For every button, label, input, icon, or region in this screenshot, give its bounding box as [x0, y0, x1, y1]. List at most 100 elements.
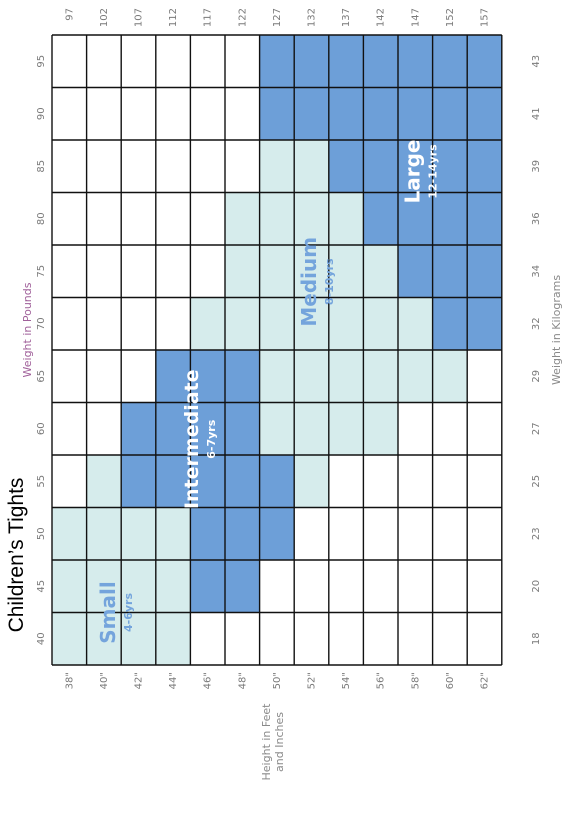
grid-cell: [432, 87, 468, 140]
pounds-tick-label: 65: [36, 370, 47, 383]
grid-cell: [328, 350, 364, 403]
grid-cell: [155, 612, 191, 665]
grid-cell: [398, 245, 433, 298]
grid-cell: [225, 297, 260, 350]
grid-cell: [328, 560, 364, 613]
grid-cell: [363, 350, 398, 403]
grid-cell: [225, 87, 260, 140]
grid-cell: [432, 245, 468, 298]
grid-cell: [225, 560, 260, 613]
grid-cell: [467, 245, 502, 298]
grid-cell: [86, 192, 122, 245]
kilograms-tick-label: 29: [531, 370, 542, 383]
grid-cell: [52, 402, 87, 455]
grid-cell: [294, 192, 329, 245]
grid-cell: [52, 612, 87, 665]
grid-cell: [52, 455, 87, 508]
height-inch-label: 54": [341, 672, 352, 689]
kilograms-tick-label: 23: [531, 527, 542, 540]
grid-cell: [363, 402, 398, 455]
grid-cell: [190, 612, 225, 665]
pounds-tick-label: 55: [36, 475, 47, 488]
grid-cell: [432, 402, 468, 455]
pounds-tick-label: 80: [36, 212, 47, 225]
grid-cell: [467, 560, 502, 613]
height-axis-title-line2: and Inches: [273, 712, 286, 772]
size-grid-lines: [51, 34, 503, 666]
grid-cell: [155, 140, 191, 193]
grid-cell: [155, 560, 191, 613]
grid-cell: [432, 140, 468, 193]
grid-cell: [86, 245, 122, 298]
grid-cell: [363, 612, 398, 665]
grid-cell: [225, 507, 260, 560]
grid-cell: [467, 350, 502, 403]
kilograms-tick-label: 32: [531, 317, 542, 330]
grid-cell: [121, 87, 156, 140]
pounds-tick-label: 50: [36, 527, 47, 540]
height-cm-label: 127: [272, 8, 283, 27]
grid-cell: [225, 455, 260, 508]
grid-cell: [328, 245, 364, 298]
grid-cell: [86, 297, 122, 350]
grid-cell: [259, 297, 295, 350]
grid-cell: [259, 87, 295, 140]
grid-cell: [86, 402, 122, 455]
grid-cell: [398, 297, 433, 350]
grid-cell: [155, 507, 191, 560]
height-inch-label: 48": [237, 672, 248, 689]
size-name-label: Medium: [297, 237, 321, 327]
height-inch-label: 44": [168, 672, 179, 689]
grid-cell: [225, 402, 260, 455]
grid-cell: [398, 455, 433, 508]
size-age-label: 4-6yrs: [122, 593, 135, 632]
grid-cell: [52, 192, 87, 245]
grid-cell: [398, 507, 433, 560]
size-name-label: Small: [96, 581, 120, 643]
grid-cell: [52, 140, 87, 193]
grid-cell: [398, 87, 433, 140]
grid-cell: [363, 507, 398, 560]
grid-cell: [432, 192, 468, 245]
grid-cell: [363, 35, 398, 88]
grid-cell: [467, 297, 502, 350]
height-inch-label: 46": [203, 672, 214, 689]
grid-cell: [432, 350, 468, 403]
grid-cell: [328, 402, 364, 455]
grid-cell: [398, 192, 433, 245]
grid-cell: [467, 35, 502, 88]
grid-cell: [86, 612, 122, 665]
height-cm-label: 152: [445, 8, 456, 27]
height-cm-label: 107: [134, 8, 145, 27]
height-cm-label: 147: [410, 8, 421, 27]
grid-cell: [294, 402, 329, 455]
height-cm-label: 122: [237, 8, 248, 27]
grid-cell: [432, 35, 468, 88]
grid-cell: [259, 560, 295, 613]
grid-cell: [121, 35, 156, 88]
grid-cell: [259, 192, 295, 245]
grid-cell: [328, 87, 364, 140]
height-cm-label: 102: [99, 8, 110, 27]
grid-cell: [467, 507, 502, 560]
grid-cell: [225, 350, 260, 403]
grid-cell: [398, 140, 433, 193]
grid-cell: [328, 297, 364, 350]
grid-cell: [294, 297, 329, 350]
grid-cell: [259, 140, 295, 193]
grid-cell: [328, 35, 364, 88]
grid-cell: [190, 245, 225, 298]
pounds-tick-label: 70: [36, 317, 47, 330]
grid-cell: [328, 612, 364, 665]
grid-cell: [398, 560, 433, 613]
grid-cell: [363, 455, 398, 508]
grid-cell: [328, 455, 364, 508]
pounds-tick-label: 85: [36, 160, 47, 173]
grid-cell: [86, 350, 122, 403]
kilograms-tick-label: 34: [531, 265, 542, 278]
kilograms-tick-label: 36: [531, 212, 542, 225]
grid-cell: [52, 560, 87, 613]
grid-cell: [52, 245, 87, 298]
kilograms-axis-title: Weight in Kilograms: [550, 275, 563, 385]
grid-cell: [190, 560, 225, 613]
